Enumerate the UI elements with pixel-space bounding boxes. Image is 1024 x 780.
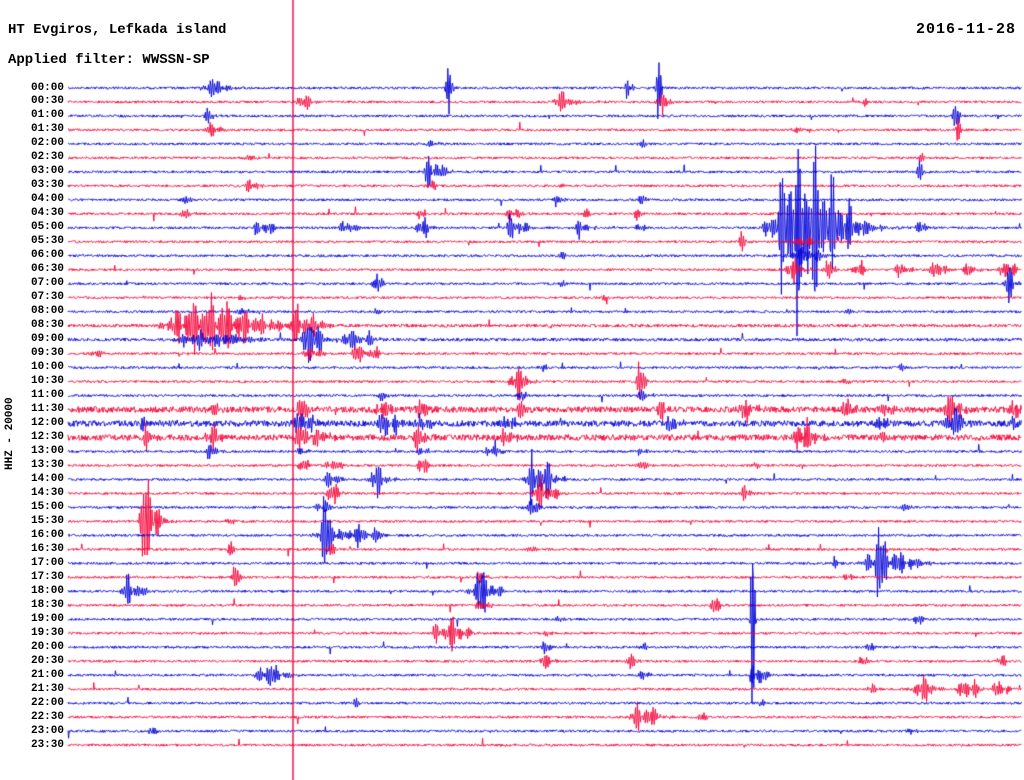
time-label: 12:30 xyxy=(30,431,64,443)
time-label: 19:30 xyxy=(30,626,64,639)
time-label: 21:00 xyxy=(30,668,64,681)
time-label: 21:30 xyxy=(30,682,64,695)
time-label: 02:30 xyxy=(30,151,64,164)
time-label: 07:30 xyxy=(30,291,64,304)
time-label: 14:30 xyxy=(30,486,64,499)
time-label: 13:30 xyxy=(30,458,64,471)
time-label: 08:00 xyxy=(30,305,64,318)
time-label: 02:00 xyxy=(30,137,64,150)
time-label: 07:00 xyxy=(30,277,64,290)
date-label: 2016-11-28 xyxy=(915,21,1016,38)
time-label: 15:00 xyxy=(30,500,64,513)
time-label: 20:30 xyxy=(30,654,64,667)
time-label: 17:30 xyxy=(30,570,64,583)
time-label: 13:00 xyxy=(30,444,64,457)
time-label: 14:00 xyxy=(30,472,64,485)
time-label: 03:00 xyxy=(30,165,64,178)
time-label: 05:30 xyxy=(30,235,64,248)
time-label: 03:30 xyxy=(30,179,64,192)
time-label: 18:30 xyxy=(30,598,64,611)
time-label: 20:00 xyxy=(30,640,64,653)
time-label: 09:00 xyxy=(30,333,64,346)
time-label: 04:00 xyxy=(30,193,64,206)
time-label: 16:30 xyxy=(30,542,64,555)
time-label: 00:30 xyxy=(30,95,64,108)
time-label: 22:00 xyxy=(30,696,64,709)
time-label: 08:30 xyxy=(30,319,64,332)
time-label: 18:00 xyxy=(30,584,64,597)
time-label: 23:30 xyxy=(30,738,64,751)
channel-label: HHZ - 20000 xyxy=(4,397,16,470)
time-label: 00:00 xyxy=(30,81,64,94)
time-label: 06:00 xyxy=(30,249,64,262)
time-label: 06:30 xyxy=(30,263,64,276)
time-label: 16:00 xyxy=(30,528,64,541)
time-label: 04:30 xyxy=(30,207,64,220)
time-label: 11:30 xyxy=(30,403,64,416)
time-label: 10:30 xyxy=(30,375,64,388)
time-label: 05:00 xyxy=(30,221,64,234)
time-label: 23:00 xyxy=(30,724,64,737)
time-label: 17:00 xyxy=(30,556,64,569)
station-title: HT Evgiros, Lefkada island xyxy=(8,22,227,38)
time-label: 11:00 xyxy=(30,389,64,402)
time-label: 09:30 xyxy=(30,347,64,360)
time-label: 10:00 xyxy=(30,361,64,374)
time-label: 01:00 xyxy=(30,109,64,122)
filter-label: Applied filter: WWSSN-SP xyxy=(8,52,210,68)
time-label: 01:30 xyxy=(30,123,64,136)
time-label: 22:30 xyxy=(30,710,64,723)
time-label: 12:00 xyxy=(30,417,64,430)
time-label: 15:30 xyxy=(30,514,64,527)
time-label: 19:00 xyxy=(30,612,64,625)
